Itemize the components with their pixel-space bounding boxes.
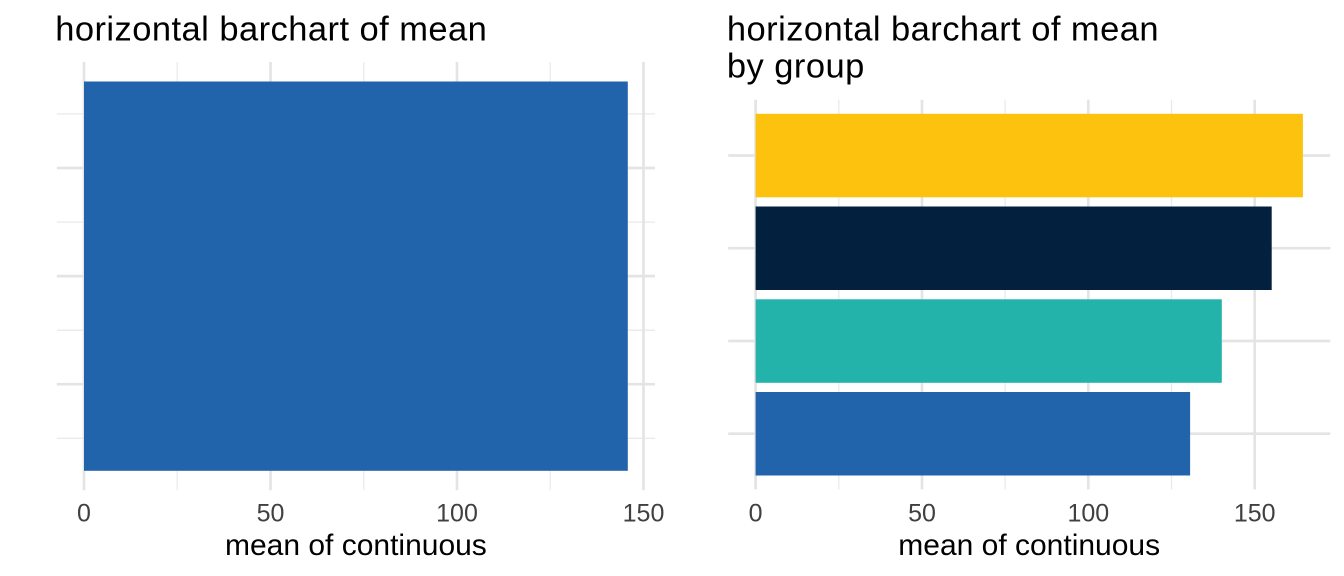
svg-text:0: 0 (77, 500, 91, 528)
svg-text:150: 150 (623, 500, 665, 528)
svg-text:horizontal barchart of mean: horizontal barchart of mean (55, 11, 487, 49)
svg-text:100: 100 (1067, 500, 1109, 528)
svg-text:horizontal barchart of mean: horizontal barchart of mean (727, 11, 1159, 49)
svg-text:100: 100 (436, 500, 478, 528)
svg-text:150: 150 (1234, 500, 1276, 528)
svg-text:mean of continuous: mean of continuous (898, 529, 1160, 562)
svg-text:0: 0 (749, 500, 763, 528)
svg-text:50: 50 (908, 500, 936, 528)
svg-text:by group: by group (727, 48, 865, 86)
svg-text:mean of continuous: mean of continuous (225, 529, 487, 562)
svg-text:50: 50 (257, 500, 285, 528)
